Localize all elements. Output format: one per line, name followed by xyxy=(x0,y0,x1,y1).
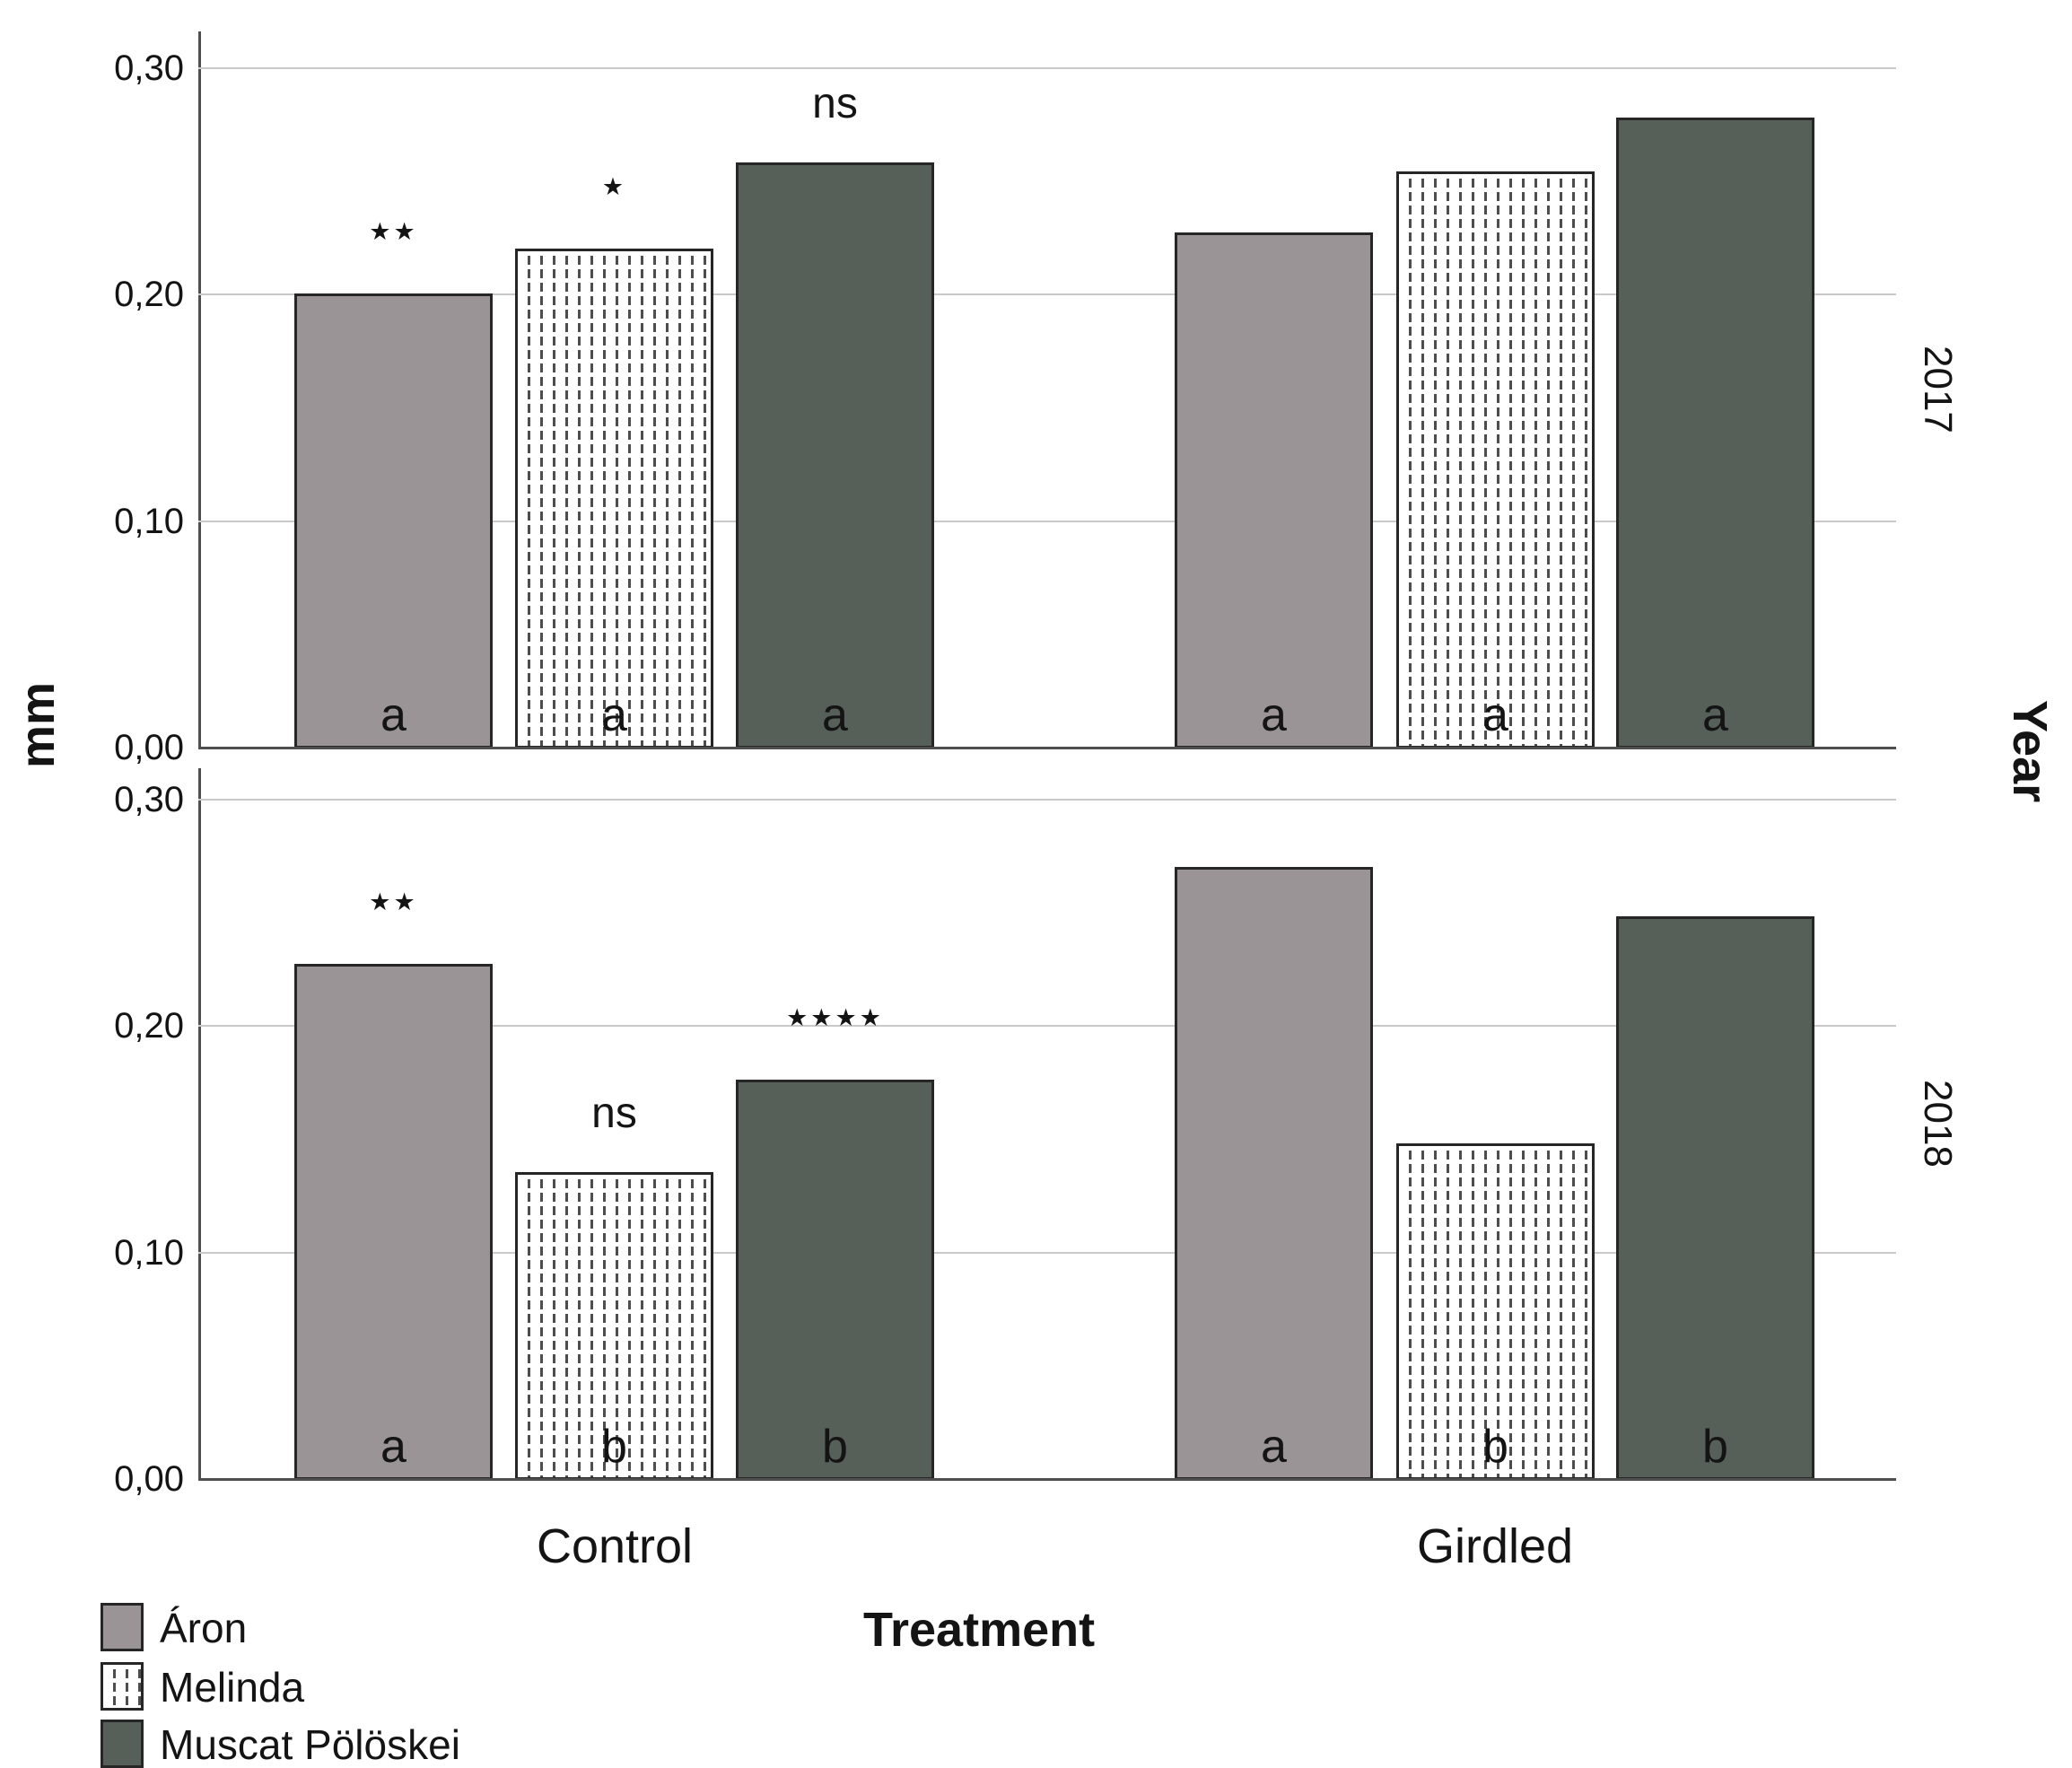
bar-letter-label: a xyxy=(1261,1421,1287,1473)
bar-2017-girdled-aron xyxy=(1175,232,1373,748)
bar-2018-girdled-melinda xyxy=(1396,1143,1595,1480)
bar-letter-label: a xyxy=(1261,689,1287,741)
significance-label: ns xyxy=(591,1090,637,1137)
bar-letter-label: a xyxy=(380,1421,407,1473)
bar-letter-label: b xyxy=(1702,1421,1728,1473)
bar-2018-control-melinda xyxy=(515,1172,713,1480)
significance-label: ★★ xyxy=(369,218,418,245)
significance-label: ns xyxy=(812,80,858,127)
bar-letter-label: a xyxy=(1702,689,1728,741)
gridline xyxy=(198,67,1896,69)
bar-letter-label: a xyxy=(380,689,407,741)
legend-swatch-muscat xyxy=(101,1720,144,1768)
bar-2017-control-aron xyxy=(294,293,493,748)
y-axis-title: mm xyxy=(11,682,65,769)
bar-letter-label: b xyxy=(1482,1421,1508,1473)
bar-2018-control-aron xyxy=(294,964,493,1480)
bar-2017-girdled-melinda xyxy=(1396,171,1595,748)
y-axis-line xyxy=(198,768,201,1478)
legend-swatch-melinda xyxy=(101,1662,144,1711)
y-tick-label: 0,30 xyxy=(114,780,184,819)
y-tick-label: 0,20 xyxy=(114,1006,184,1046)
panel-axis-title: Year xyxy=(2003,700,2057,803)
x-baseline xyxy=(198,1478,1896,1481)
panel-label-2018: 2018 xyxy=(1916,1080,1960,1168)
significance-label: ★★★★ xyxy=(786,1004,884,1031)
bar-2018-girdled-aron xyxy=(1175,867,1373,1480)
significance-label: ★★ xyxy=(369,888,418,915)
bar-letter-label: b xyxy=(822,1421,848,1473)
legend-label: Áron xyxy=(160,1605,248,1651)
legend-label: Melinda xyxy=(160,1664,305,1711)
bar-2017-control-melinda xyxy=(515,249,713,748)
y-tick-label: 0,20 xyxy=(114,275,184,314)
y-tick-label: 0,00 xyxy=(114,1459,184,1499)
legend-label: Muscat Pölöskei xyxy=(160,1721,460,1768)
bar-letter-label: a xyxy=(1482,689,1508,741)
gridline xyxy=(198,521,1896,522)
bar-2018-control-muscat xyxy=(736,1080,934,1480)
y-tick-label: 0,00 xyxy=(114,728,184,767)
bar-2017-girdled-muscat xyxy=(1616,118,1814,748)
bar-letter-label: a xyxy=(601,689,627,741)
significance-label: ★ xyxy=(601,173,627,200)
bar-letter-label: b xyxy=(601,1421,627,1473)
panel-label-2017: 2017 xyxy=(1916,346,1960,433)
y-tick-label: 0,10 xyxy=(114,502,184,541)
legend-swatch-aron xyxy=(101,1603,144,1651)
x-axis-title: Treatment xyxy=(863,1603,1096,1657)
x-baseline xyxy=(198,747,1896,749)
bar-letter-label: a xyxy=(822,689,848,741)
gridline xyxy=(198,1252,1896,1254)
gridline xyxy=(198,293,1896,295)
y-axis-line xyxy=(198,31,201,747)
category-label-girdled: Girdled xyxy=(1416,1519,1574,1573)
gridline xyxy=(198,799,1896,801)
category-label-control: Control xyxy=(536,1519,694,1573)
y-tick-label: 0,10 xyxy=(114,1233,184,1273)
bar-2018-girdled-muscat xyxy=(1616,916,1814,1480)
bar-2017-control-muscat xyxy=(736,162,934,748)
gridline xyxy=(198,1025,1896,1027)
y-tick-label: 0,30 xyxy=(114,48,184,88)
